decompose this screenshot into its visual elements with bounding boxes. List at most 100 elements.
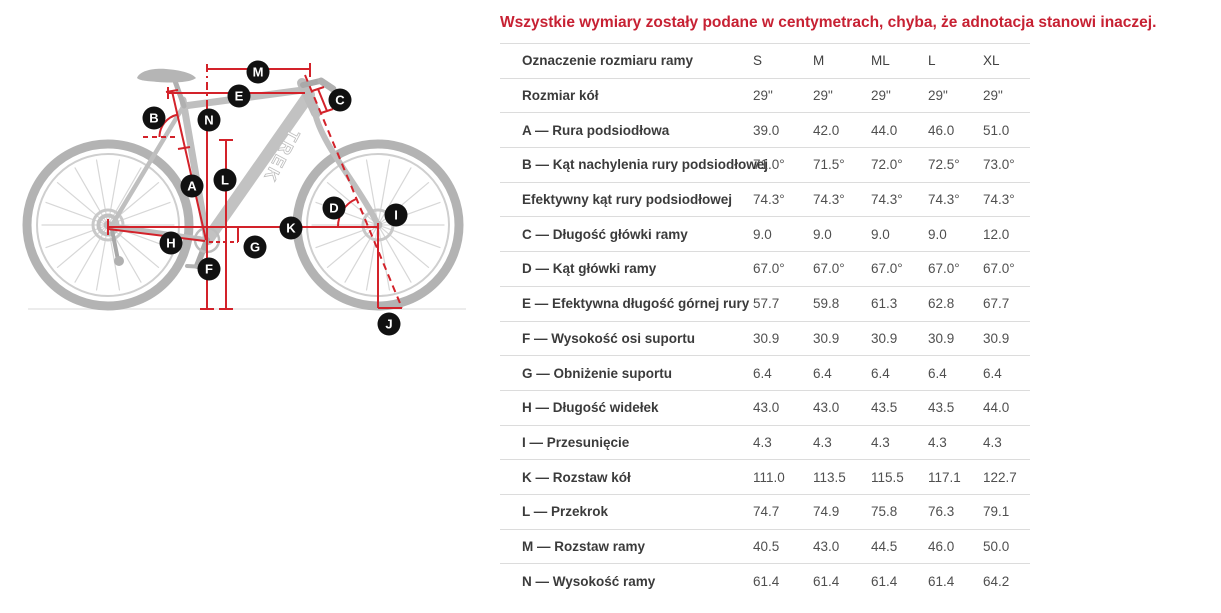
table-row: L — Przekrok 74.7 74.9 75.8 76.3 79.1 bbox=[500, 493, 1030, 529]
row-value-xl: 67.7 bbox=[983, 296, 1010, 312]
crank-arm bbox=[194, 237, 210, 269]
dimension-marker-E: E bbox=[227, 84, 251, 108]
row-value-ml: 30.9 bbox=[871, 330, 898, 346]
row-value-ml: 44.5 bbox=[871, 538, 898, 554]
row-value-m: 113.5 bbox=[813, 469, 846, 485]
row-value-l: 67.0° bbox=[928, 261, 960, 277]
dim-tick bbox=[311, 86, 325, 92]
table-row: K — Rozstaw kół 111.0 113.5 115.5 117.1 … bbox=[500, 459, 1030, 494]
row-value-l: 30.9 bbox=[928, 330, 955, 346]
bike-geometry-svg: TREK bbox=[22, 60, 466, 336]
row-label: F — Wysokość osi suportu bbox=[522, 330, 696, 346]
table-row: M — Rozstaw ramy 40.5 43.0 44.5 46.0 50.… bbox=[500, 528, 1030, 564]
row-label: K — Rozstaw kół bbox=[522, 469, 631, 485]
marker-letter: E bbox=[235, 89, 244, 104]
row-value-m: 74.9 bbox=[813, 504, 840, 520]
header-label: Oznaczenie rozmiaru ramy bbox=[522, 53, 694, 69]
row-value-s: 40.5 bbox=[753, 538, 780, 554]
row-value-m: 71.5° bbox=[813, 157, 845, 173]
row-value-l: 9.0 bbox=[928, 226, 947, 242]
row-value-m: 59.8 bbox=[813, 296, 840, 312]
row-value-xl: 12.0 bbox=[983, 226, 1010, 242]
table-row: Efektywny kąt rury podsiodłowej 74.3° 74… bbox=[500, 181, 1030, 217]
table-row: H — Długość widełek 43.0 43.0 43.5 43.5 … bbox=[500, 389, 1030, 425]
row-label: A — Rura podsiodłowa bbox=[522, 122, 670, 138]
row-value-m: 74.3° bbox=[813, 192, 845, 208]
row-value-ml: 29" bbox=[871, 88, 891, 104]
rear-tire bbox=[22, 139, 194, 311]
marker-letter: L bbox=[221, 173, 229, 188]
row-label: L — Przekrok bbox=[522, 504, 609, 520]
table-row: F — Wysokość osi suportu 30.9 30.9 30.9 … bbox=[500, 320, 1030, 356]
row-value-l: 62.8 bbox=[928, 296, 955, 312]
row-value-ml: 115.5 bbox=[871, 469, 904, 485]
derailleur bbox=[110, 228, 120, 262]
table-row: I — Przesunięcie 4.3 4.3 4.3 4.3 4.3 bbox=[500, 424, 1030, 460]
marker-letter: K bbox=[286, 221, 296, 236]
dim-arc-B bbox=[158, 113, 178, 138]
row-value-l: 76.3 bbox=[928, 504, 955, 520]
row-value-m: 4.3 bbox=[813, 434, 832, 450]
row-value-s: 4.3 bbox=[753, 434, 772, 450]
row-value-xl: 67.0° bbox=[983, 261, 1015, 277]
row-value-s: 39.0 bbox=[753, 122, 780, 138]
marker-letter: C bbox=[335, 93, 345, 108]
marker-letter: I bbox=[394, 208, 398, 223]
header-size-l: L bbox=[928, 53, 936, 69]
header-size-ml: ML bbox=[871, 53, 890, 69]
geometry-table-body: Rozmiar kół 29" 29" 29" 29" 29" A — Rura… bbox=[500, 77, 1030, 598]
seat-stay bbox=[109, 104, 186, 228]
dim-tick bbox=[320, 108, 334, 114]
row-label: I — Przesunięcie bbox=[522, 434, 630, 450]
dimension-marker-A: A bbox=[180, 174, 204, 198]
row-label: N — Wysokość ramy bbox=[522, 573, 656, 589]
table-row: Rozmiar kół 29" 29" 29" 29" 29" bbox=[500, 77, 1030, 113]
row-value-s: 6.4 bbox=[753, 365, 772, 381]
table-row: N — Wysokość ramy 61.4 61.4 61.4 61.4 64… bbox=[500, 563, 1030, 598]
fork bbox=[312, 110, 379, 224]
derailleur-pulley bbox=[114, 256, 124, 266]
row-value-ml: 9.0 bbox=[871, 226, 890, 242]
chain-stay bbox=[109, 223, 210, 243]
row-value-m: 9.0 bbox=[813, 226, 832, 242]
row-value-xl: 122.7 bbox=[983, 469, 1017, 485]
marker-letter: H bbox=[166, 236, 175, 251]
table-row: E — Efektywna długość górnej rury 57.7 5… bbox=[500, 285, 1030, 321]
row-value-ml: 74.3° bbox=[871, 192, 903, 208]
steering-axis bbox=[304, 74, 403, 309]
dimension-marker-I: I bbox=[384, 203, 408, 227]
dimension-marker-J: J bbox=[377, 312, 401, 336]
row-value-l: 117.1 bbox=[928, 469, 961, 485]
dimension-marker-C: C bbox=[328, 88, 352, 112]
saddle bbox=[137, 68, 196, 83]
dim-line-C bbox=[317, 88, 328, 112]
row-value-s: 67.0° bbox=[753, 261, 785, 277]
row-value-l: 6.4 bbox=[928, 365, 947, 381]
row-value-ml: 61.3 bbox=[871, 296, 898, 312]
row-value-ml: 44.0 bbox=[871, 122, 898, 138]
marker-letter: F bbox=[205, 262, 213, 277]
row-label: D — Kąt główki ramy bbox=[522, 261, 657, 277]
row-value-xl: 50.0 bbox=[983, 538, 1010, 554]
dimension-marker-D: D bbox=[322, 196, 346, 220]
row-value-s: 74.7 bbox=[753, 504, 780, 520]
row-value-xl: 64.2 bbox=[983, 573, 1010, 589]
row-value-m: 67.0° bbox=[813, 261, 845, 277]
handlebar-grip bbox=[317, 77, 337, 93]
table-header-row: Oznaczenie rozmiaru ramy S M ML L XL bbox=[500, 43, 1030, 78]
marker-letter: A bbox=[187, 179, 197, 194]
row-value-l: 4.3 bbox=[928, 434, 947, 450]
row-value-s: 9.0 bbox=[753, 226, 772, 242]
header-size-xl: XL bbox=[983, 53, 1000, 69]
table-row: C — Długość główki ramy 9.0 9.0 9.0 9.0 … bbox=[500, 216, 1030, 251]
marker-letter: B bbox=[149, 111, 158, 126]
row-label: Efektywny kąt rury podsiodłowej bbox=[522, 192, 733, 208]
row-value-s: 57.7 bbox=[753, 296, 780, 312]
bike-geometry-diagram: TREK bbox=[0, 0, 480, 360]
row-value-l: 72.5° bbox=[928, 157, 960, 173]
table-row: A — Rura podsiodłowa 39.0 42.0 44.0 46.0… bbox=[500, 112, 1030, 147]
rear-rotor bbox=[91, 208, 125, 242]
row-value-m: 6.4 bbox=[813, 365, 832, 381]
row-value-ml: 75.8 bbox=[871, 504, 898, 520]
row-value-xl: 79.1 bbox=[983, 504, 1010, 520]
